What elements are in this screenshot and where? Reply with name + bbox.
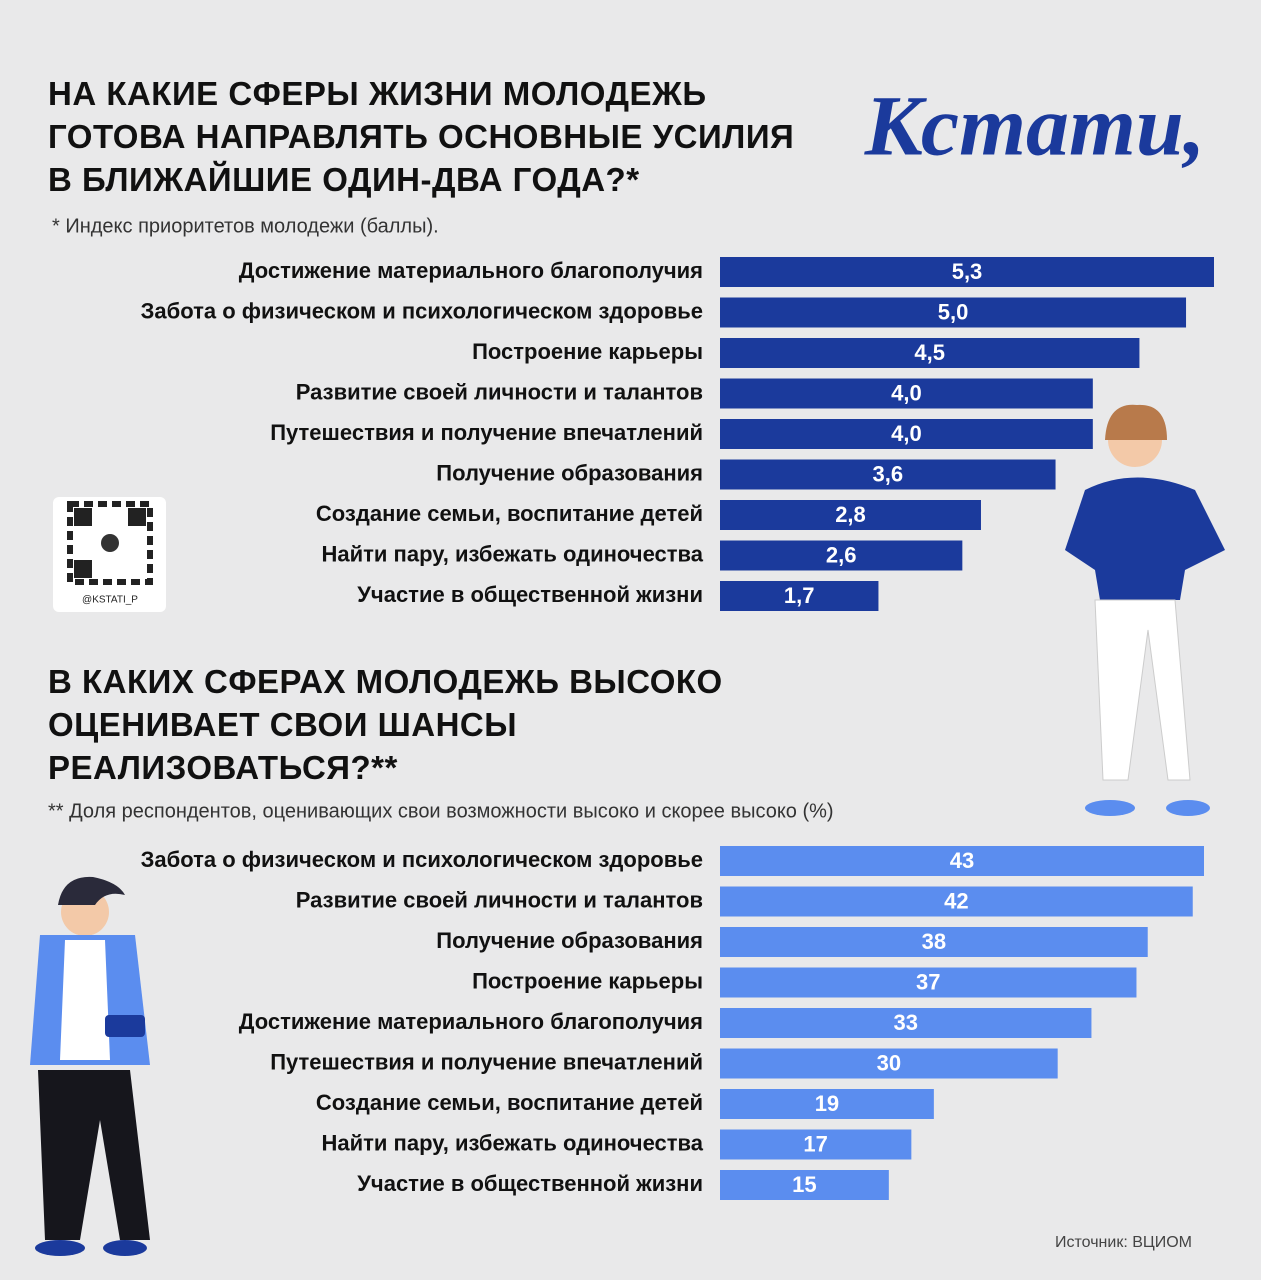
bar [720, 297, 1187, 328]
category-label: Участие в общественной жизни [357, 582, 703, 607]
value-label: 4,5 [914, 340, 945, 365]
bar [720, 500, 981, 530]
bar [720, 540, 963, 571]
brand-logo: Кстати, [864, 78, 1205, 174]
value-label: 2,6 [826, 542, 857, 567]
qr-label: @KSTATI_P [82, 595, 138, 606]
bar [720, 927, 1148, 957]
category-label: Развитие своей личности и талантов [296, 379, 703, 404]
bar [720, 338, 1140, 368]
bar [720, 378, 1093, 409]
category-label: Создание семьи, воспитание детей [316, 501, 703, 526]
value-label: 43 [950, 848, 974, 873]
source: Источник: ВЦИОМ [1055, 1234, 1192, 1251]
bar [720, 581, 879, 611]
category-label: Забота о физическом и психологическом зд… [141, 847, 703, 872]
category-label: Найти пару, избежать одиночества [321, 1130, 703, 1155]
bar [720, 1008, 1092, 1038]
bar [720, 459, 1056, 490]
category-label: Путешествия и получение впечатлений [270, 420, 703, 445]
bar [720, 419, 1093, 449]
qr-code [67, 501, 153, 585]
chart-title: НА КАКИЕ СФЕРЫ ЖИЗНИ МОЛОДЕЖЬ ГОТОВА НАП… [48, 75, 795, 198]
man-illustration [30, 876, 150, 1256]
category-label: Достижение материального благополучия [239, 258, 703, 283]
value-label: 19 [815, 1091, 839, 1116]
value-label: 4,0 [891, 421, 922, 446]
bar [720, 886, 1193, 917]
bar [720, 257, 1214, 287]
value-label: 1,7 [784, 583, 815, 608]
bar [720, 1129, 912, 1160]
category-label: Создание семьи, воспитание детей [316, 1090, 703, 1115]
value-label: 37 [916, 969, 940, 994]
category-label: Развитие своей личности и талантов [296, 887, 703, 912]
value-label: 17 [803, 1131, 827, 1156]
value-label: 2,8 [835, 502, 866, 527]
category-label: Найти пару, избежать одиночества [321, 541, 703, 566]
woman-illustration [1065, 404, 1225, 816]
bar [720, 1089, 934, 1119]
bar [720, 967, 1137, 998]
category-label: Забота о физическом и психологическом зд… [141, 298, 703, 323]
category-label: Получение образования [436, 928, 703, 953]
category-label: Получение образования [436, 460, 703, 485]
chart-note: * Индекс приоритетов молодежи (баллы). [52, 215, 439, 237]
chart-title: В КАКИХ СФЕРАХ МОЛОДЕЖЬ ВЫСОКО ОЦЕНИВАЕТ… [48, 663, 723, 786]
bar [720, 1170, 889, 1200]
value-label: 5,3 [952, 259, 983, 284]
value-label: 3,6 [872, 461, 903, 486]
category-label: Путешествия и получение впечатлений [270, 1049, 703, 1074]
value-label: 38 [922, 929, 946, 954]
category-label: Участие в общественной жизни [357, 1171, 703, 1196]
value-label: 5,0 [938, 299, 969, 324]
bar [720, 846, 1204, 876]
category-label: Достижение материального благополучия [239, 1009, 703, 1034]
chart-note: ** Доля респондентов, оценивающих свои в… [48, 800, 834, 822]
value-label: 15 [792, 1172, 816, 1197]
bar [720, 1048, 1058, 1079]
value-label: 42 [944, 888, 968, 913]
category-label: Построение карьеры [472, 968, 703, 993]
value-label: 30 [877, 1050, 901, 1075]
value-label: 33 [893, 1010, 917, 1035]
value-label: 4,0 [891, 380, 922, 405]
category-label: Построение карьеры [472, 339, 703, 364]
